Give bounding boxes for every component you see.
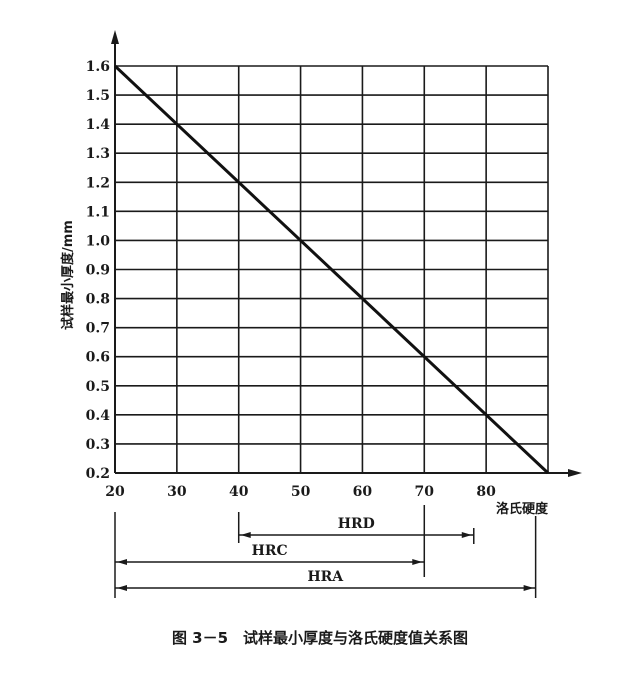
series [113,64,550,475]
tick-labels: 20 30 40 50 60 70 80 0.2 0.3 0.4 0.5 0.6 0.7 0.8 0.9 1.… [86,59,497,500]
y-tick-label: 0.5 [86,379,110,395]
x-tick-label: 20 [105,484,125,500]
y-tick-label: 0.2 [86,466,110,482]
y-tick-label: 1.1 [86,204,110,220]
arrow-icon [461,532,472,538]
x-tick-label: 70 [415,484,435,500]
y-axis-label: 试样最小厚度/mm [60,220,76,330]
x-tick-label: 40 [229,484,249,500]
x-axis-arrow-icon [568,469,582,477]
x-tick-label: 30 [167,484,187,500]
range-label-hra: HRA [307,569,344,585]
y-tick-label: 1.0 [86,233,111,249]
x-tick-label: 50 [291,484,311,500]
y-tick-label: 1.3 [86,146,110,162]
y-tick-label: 1.4 [86,117,111,133]
x-axis-label: 洛氏硬度 [496,501,549,517]
arrow-icon [412,559,423,565]
y-tick-label: 0.8 [86,292,110,308]
series-line [113,64,550,475]
y-tick-label: 0.7 [86,321,110,337]
y-tick-label: 1.6 [86,59,110,75]
y-tick-label: 0.9 [86,263,110,279]
y-tick-label: 0.4 [86,408,111,424]
arrow-icon [117,559,127,565]
grid [114,65,549,474]
y-tick-label: 1.2 [86,175,110,191]
x-tick-label: 60 [353,484,373,500]
hardness-ranges: HRD HRC HRA [114,505,537,598]
y-tick-label: 0.6 [86,350,110,366]
axes [111,30,582,477]
chart-title: 图 3－5 试样最小厚度与洛氏硬度值关系图 [172,629,468,647]
arrow-icon [117,585,127,591]
range-label-hrd: HRD [338,516,375,532]
range-label-hrc: HRC [252,543,288,559]
y-tick-label: 0.3 [86,437,110,453]
x-tick-label: 80 [476,484,496,500]
y-tick-label: 1.5 [86,88,110,104]
arrow-icon [240,532,251,538]
y-axis-arrow-icon [111,30,119,44]
arrow-icon [523,585,534,591]
